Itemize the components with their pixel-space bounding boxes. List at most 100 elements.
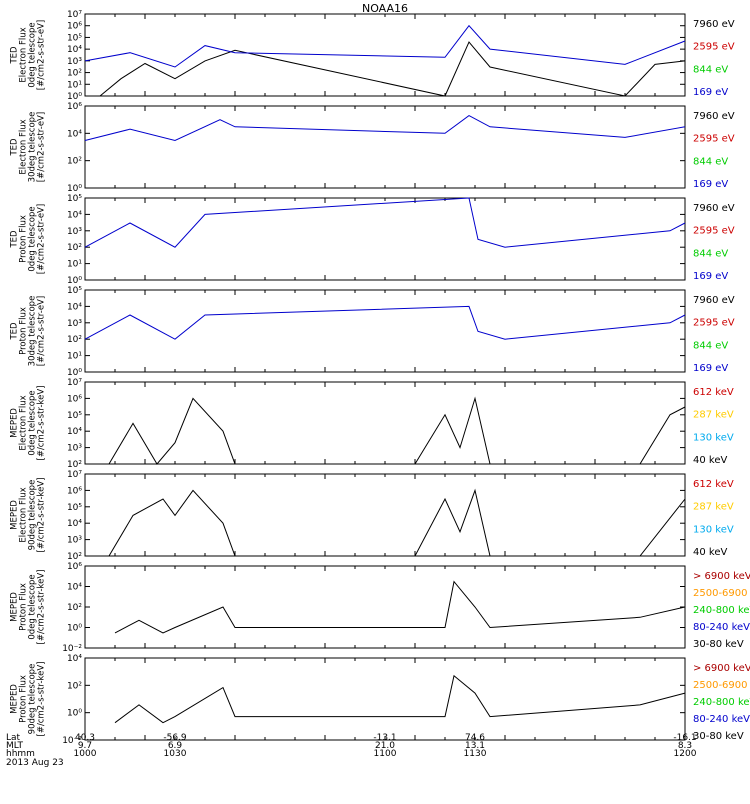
legend-entry: 844 eV [693,156,728,167]
panel-frame [85,14,685,96]
y-tick-label: 10⁰ [67,368,82,378]
footer-tick-hhmm: 1030 [164,749,187,759]
y-tick-label: 10⁶ [67,562,82,572]
y-tick-label: 10⁰ [67,184,82,194]
y-tick-label: 10⁴ [67,45,82,55]
legend-entry: 80-240 keV [693,622,750,633]
y-tick-label: 10⁴ [67,129,82,139]
y-tick-label: 10⁶ [67,394,82,404]
y-tick-label: 10⁵ [67,194,82,204]
y-tick-label: 10⁴ [67,427,82,437]
legend-entry: 2595 eV [693,42,735,53]
legend-entry: 2500-6900 [693,680,748,691]
y-tick-label: 10¹ [67,352,82,362]
y-tick-label: 10⁵ [67,503,82,513]
footer-tick-hhmm: 1130 [464,749,487,759]
y-tick-label: 10⁵ [67,286,82,296]
y-tick-label: 10² [67,69,82,79]
legend-entry: 7960 eV [693,19,735,30]
footer-tick-hhmm: 1200 [674,749,697,759]
y-tick-label: 10⁷ [67,10,82,20]
legend-entry: 2500-6900 [693,588,748,599]
y-tick-label: 10¹ [67,260,82,270]
legend-entry: 612 keV [693,387,734,398]
legend-entry: 844 eV [693,64,728,75]
legend-entry: 169 eV [693,363,728,374]
y-tick-label: 10¹ [67,80,82,90]
y-tick-label: 10² [67,603,82,613]
legend-entry: 169 eV [693,271,728,282]
y-axis-label-line: [#/cm2-s-str-eV] [37,20,47,90]
y-tick-label: 10⁰ [67,92,82,102]
legend-entry: 2595 eV [693,134,735,145]
y-tick-label: 10² [67,335,82,345]
y-axis-label-line: [#/cm2-s-str-keV] [37,662,47,737]
legend-entry: > 6900 keV [693,663,750,674]
y-tick-label: 10⁴ [67,519,82,529]
y-tick-label: 10³ [67,444,82,454]
y-tick-label: 10⁰ [67,276,82,286]
legend-entry: 30-80 keV [693,639,744,650]
y-axis-label-line: [#/cm2-s-str-keV] [37,386,47,461]
legend-entry: 40 keV [693,455,727,466]
legend-entry: > 6900 keV [693,571,750,582]
y-tick-label: 10⁴ [67,302,82,312]
y-tick-label: 10² [67,243,82,253]
panel-frame [85,198,685,280]
panel-frame [85,290,685,372]
legend-entry: 2595 eV [693,226,735,237]
y-tick-label: 10⁶ [67,22,82,32]
y-axis-label-line: [#/cm2-s-str-eV] [37,204,47,274]
y-tick-label: 10⁵ [67,411,82,421]
y-tick-label: 10² [67,157,82,167]
legend-entry: 130 keV [693,432,734,443]
legend-entry: 7960 eV [693,111,735,122]
footer-tick-hhmm: 1000 [74,749,97,759]
legend-entry: 169 eV [693,87,728,98]
y-tick-label: 10² [67,681,82,691]
y-tick-label: 10⁰ [67,709,82,719]
y-axis-label-line: [#/cm2-s-str-keV] [37,478,47,553]
panel-frame [85,566,685,648]
y-tick-label: 10⁴ [67,210,82,220]
legend-entry: 240-800 keV [693,697,750,708]
legend-entry: 240-800 keV [693,605,750,616]
y-tick-label: 10⁶ [67,486,82,496]
legend-entry: 844 eV [693,248,728,259]
footer-tick-hhmm: 1100 [374,749,397,759]
panel-frame [85,382,685,464]
y-tick-label: 10⁵ [67,33,82,43]
y-tick-label: 10⁷ [67,470,82,480]
chart-title: NOAA16 [362,2,408,15]
legend-entry: 7960 eV [693,203,735,214]
legend-entry: 80-240 keV [693,714,750,725]
y-tick-label: 10² [67,460,82,470]
y-axis-label-line: [#/cm2-s-str-keV] [37,570,47,645]
legend-entry: 287 keV [693,502,734,513]
y-tick-label: 10⁰ [67,624,82,634]
y-axis-label-line: [#/cm2-s-str-eV] [37,112,47,182]
y-tick-label: 10⁴ [67,654,82,664]
panel-frame [85,106,685,188]
legend-entry: 40 keV [693,547,727,558]
y-tick-label: 10² [67,552,82,562]
y-tick-label: 10⁴ [67,583,82,593]
legend-entry: 844 eV [693,340,728,351]
legend-entry: 287 keV [693,410,734,421]
